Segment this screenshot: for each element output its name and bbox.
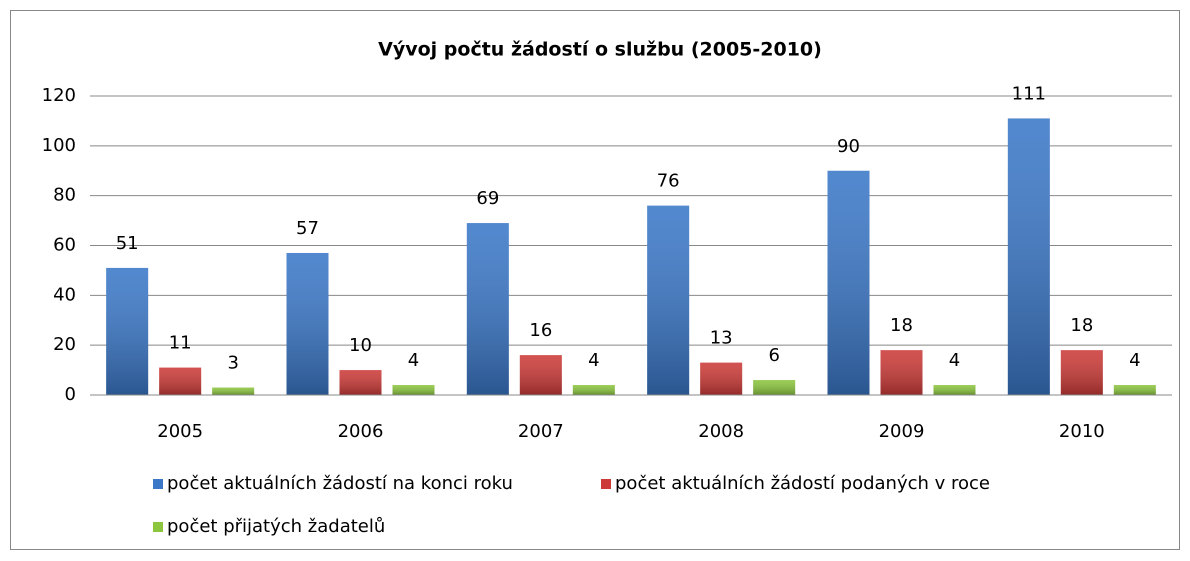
- legend-label: počet aktuálních žádostí podaných v roce: [615, 473, 990, 494]
- bar-shade: [466, 223, 509, 395]
- x-tick-label: 2009: [879, 421, 925, 442]
- bar-shade: [827, 170, 870, 395]
- legend-label: počet aktuálních žádostí na konci roku: [167, 473, 513, 494]
- data-label: 111: [1012, 83, 1046, 104]
- x-tick-label: 2006: [338, 421, 384, 442]
- legend-swatch: [601, 479, 611, 489]
- data-label: 4: [1129, 350, 1140, 371]
- legend-label: počet přijatých žadatelů: [167, 516, 385, 537]
- y-tick-label: 100: [42, 135, 76, 156]
- y-tick-label: 0: [65, 384, 76, 405]
- x-tick-label: 2007: [518, 421, 564, 442]
- bar-shade: [1113, 385, 1156, 395]
- bar-shade: [1060, 350, 1103, 395]
- x-tick-label: 2010: [1059, 421, 1105, 442]
- data-label: 18: [1070, 315, 1093, 336]
- bar-shade: [519, 355, 562, 395]
- data-label: 3: [227, 353, 238, 374]
- legend-swatch: [153, 522, 163, 532]
- data-label: 4: [408, 350, 419, 371]
- bar-shade: [106, 267, 149, 395]
- data-label: 10: [349, 335, 372, 356]
- chart-title: Vývoj počtu žádostí o službu (2005-2010): [378, 39, 822, 61]
- bar-shade: [933, 385, 976, 395]
- legend-swatch: [153, 479, 163, 489]
- data-label: 57: [296, 218, 319, 239]
- bar-shade: [880, 350, 923, 395]
- bar-shade: [159, 367, 202, 395]
- data-label: 18: [890, 315, 913, 336]
- bar-shade: [339, 370, 382, 395]
- data-label: 4: [588, 350, 599, 371]
- data-label: 90: [837, 136, 860, 157]
- bar-shade: [1007, 118, 1050, 396]
- y-tick-label: 40: [53, 284, 76, 305]
- bar-shade: [212, 387, 255, 395]
- data-label: 4: [949, 350, 960, 371]
- y-tick-label: 120: [42, 85, 76, 106]
- x-tick-label: 2005: [157, 421, 203, 442]
- y-tick-label: 20: [53, 334, 76, 355]
- data-label: 51: [116, 233, 139, 254]
- y-tick-label: 80: [53, 185, 76, 206]
- bar-shade: [572, 385, 615, 395]
- y-tick-label: 60: [53, 235, 76, 256]
- data-label: 13: [710, 328, 733, 349]
- data-label: 16: [529, 320, 552, 341]
- data-label: 11: [169, 333, 192, 354]
- data-label: 76: [657, 171, 680, 192]
- data-label: 6: [768, 345, 779, 366]
- bar-shade: [647, 205, 690, 395]
- bar-shade: [700, 362, 743, 395]
- chart-border: [10, 10, 1180, 550]
- x-tick-label: 2008: [698, 421, 744, 442]
- bar-shade: [753, 380, 796, 395]
- bar-shade: [286, 252, 329, 395]
- bar-shade: [392, 385, 435, 395]
- data-label: 69: [476, 188, 499, 209]
